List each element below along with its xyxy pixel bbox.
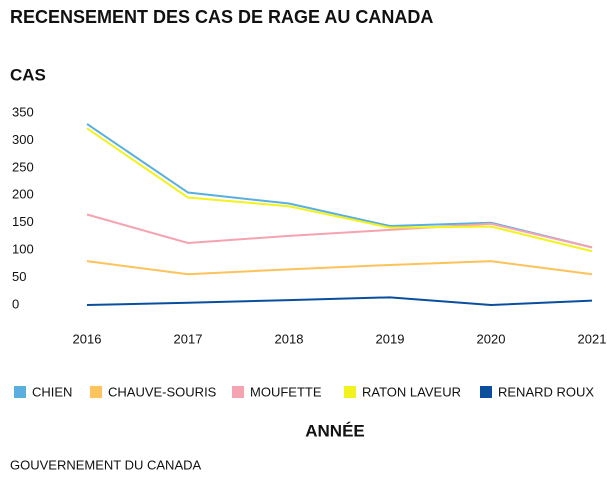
y-tick-label: 250 bbox=[12, 159, 34, 174]
legend-label: CHIEN bbox=[32, 384, 72, 399]
series-line bbox=[86, 127, 593, 253]
y-tick-label: 0 bbox=[12, 296, 19, 311]
x-axis-title: ANNÉE bbox=[305, 421, 365, 440]
legend-swatch bbox=[480, 386, 492, 398]
y-tick-label: 350 bbox=[12, 104, 34, 119]
legend-label: CHAUVE-SOURIS bbox=[108, 384, 217, 399]
chart-title: RECENSEMENT DES CAS DE RAGE AU CANADA bbox=[10, 7, 433, 27]
legend-label: MOUFETTE bbox=[250, 384, 322, 399]
x-tick-label: 2016 bbox=[73, 331, 102, 346]
x-tick-label: 2019 bbox=[376, 331, 405, 346]
y-tick-label: 300 bbox=[12, 132, 34, 147]
y-tick-label: 200 bbox=[12, 187, 34, 202]
y-tick-label: 50 bbox=[12, 269, 26, 284]
legend-swatch bbox=[344, 386, 356, 398]
series-line bbox=[86, 213, 593, 249]
legend-label: RENARD ROUX bbox=[498, 384, 594, 399]
x-tick-label: 2021 bbox=[578, 331, 607, 346]
y-axis-title: CAS bbox=[10, 65, 46, 84]
legend-swatch bbox=[90, 386, 102, 398]
legend-swatch bbox=[232, 386, 244, 398]
x-tick-label: 2020 bbox=[477, 331, 506, 346]
legend-swatch bbox=[14, 386, 26, 398]
x-tick-label: 2017 bbox=[174, 331, 203, 346]
legend-label: RATON LAVEUR bbox=[362, 384, 461, 399]
series-line bbox=[86, 260, 593, 276]
y-tick-label: 150 bbox=[12, 214, 34, 229]
x-tick-label: 2018 bbox=[275, 331, 304, 346]
series-line bbox=[86, 296, 593, 307]
y-tick-label: 100 bbox=[12, 242, 34, 257]
source: GOUVERNEMENT DU CANADA bbox=[10, 457, 202, 472]
